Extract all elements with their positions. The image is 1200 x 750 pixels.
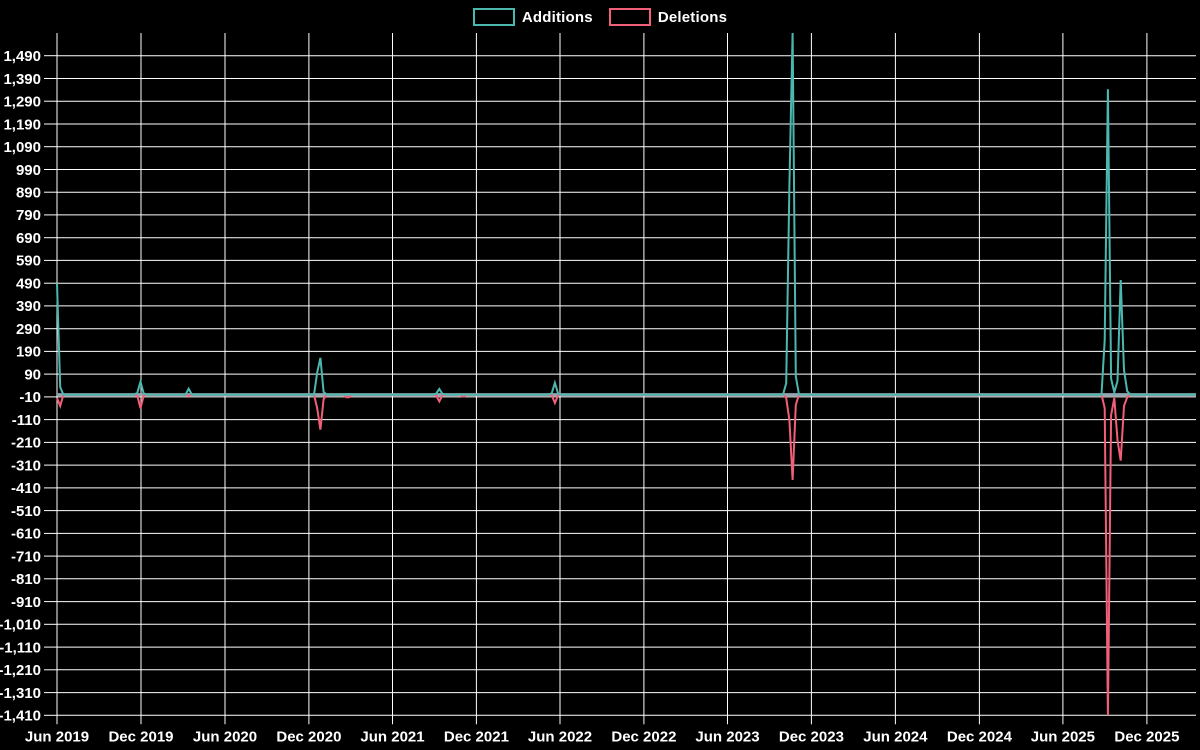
svg-text:Dec 2025: Dec 2025 [1114, 728, 1179, 745]
legend-item-additions[interactable]: Additions [472, 8, 593, 26]
svg-text:490: 490 [16, 275, 41, 292]
svg-text:290: 290 [16, 321, 41, 338]
svg-text:990: 990 [16, 162, 41, 179]
y-grid-layer: -1,410 -1,310 -1,210 -1,110 -1,010 -910 -810 -7… [0, 48, 1196, 725]
legend-label-additions: Additions [521, 8, 593, 26]
svg-text:-410: -410 [11, 480, 41, 497]
svg-text:190: 190 [16, 344, 41, 361]
svg-text:1,490: 1,490 [3, 48, 41, 65]
svg-text:Dec 2023: Dec 2023 [779, 728, 844, 745]
svg-text:1,390: 1,390 [3, 71, 41, 88]
svg-text:-1,210: -1,210 [0, 662, 41, 679]
svg-text:890: 890 [16, 184, 41, 201]
svg-text:790: 790 [16, 207, 41, 224]
svg-text:Jun 2024: Jun 2024 [863, 728, 928, 745]
svg-text:Dec 2022: Dec 2022 [611, 728, 676, 745]
svg-text:90: 90 [24, 366, 41, 383]
svg-text:390: 390 [16, 298, 41, 315]
svg-text:-110: -110 [12, 412, 41, 429]
chart-legend: Additions Deletions [0, 8, 1200, 26]
svg-text:-610: -610 [11, 526, 41, 543]
legend-label-deletions: Deletions [657, 8, 728, 26]
svg-text:1,090: 1,090 [3, 139, 41, 156]
legend-item-deletions[interactable]: Deletions [608, 8, 728, 26]
svg-text:-510: -510 [11, 503, 41, 520]
svg-text:-1,410: -1,410 [0, 708, 41, 725]
deletions-color-swatch-icon [608, 8, 651, 26]
svg-text:1,190: 1,190 [3, 116, 41, 133]
additions-line [56, 32, 1196, 397]
x-grid-layer: Jun 2019 Dec 2019 Jun 2020 Dec 2020 Jun 2021… [25, 33, 1179, 745]
svg-text:Jun 2019: Jun 2019 [25, 728, 89, 745]
svg-text:590: 590 [16, 253, 41, 270]
svg-text:Jun 2023: Jun 2023 [695, 728, 759, 745]
svg-text:-210: -210 [11, 435, 41, 452]
additions-color-swatch-icon [472, 8, 515, 26]
svg-text:Dec 2020: Dec 2020 [276, 728, 341, 745]
svg-text:-810: -810 [11, 571, 41, 588]
svg-text:-310: -310 [11, 457, 41, 474]
svg-text:Dec 2024: Dec 2024 [947, 728, 1013, 745]
svg-text:-1,310: -1,310 [0, 685, 41, 702]
svg-text:Dec 2021: Dec 2021 [444, 728, 509, 745]
svg-text:-710: -710 [11, 548, 41, 565]
svg-text:-10: -10 [19, 389, 41, 406]
svg-text:-1,010: -1,010 [0, 617, 41, 634]
svg-text:-1,110: -1,110 [0, 639, 41, 656]
svg-text:1,290: 1,290 [3, 93, 41, 110]
svg-text:Jun 2022: Jun 2022 [528, 728, 592, 745]
svg-text:Jun 2025: Jun 2025 [1031, 728, 1095, 745]
svg-text:690: 690 [16, 230, 41, 247]
svg-text:Jun 2020: Jun 2020 [193, 728, 257, 745]
svg-text:Dec 2019: Dec 2019 [108, 728, 173, 745]
svg-text:Jun 2021: Jun 2021 [360, 728, 424, 745]
svg-text:-910: -910 [11, 594, 41, 611]
